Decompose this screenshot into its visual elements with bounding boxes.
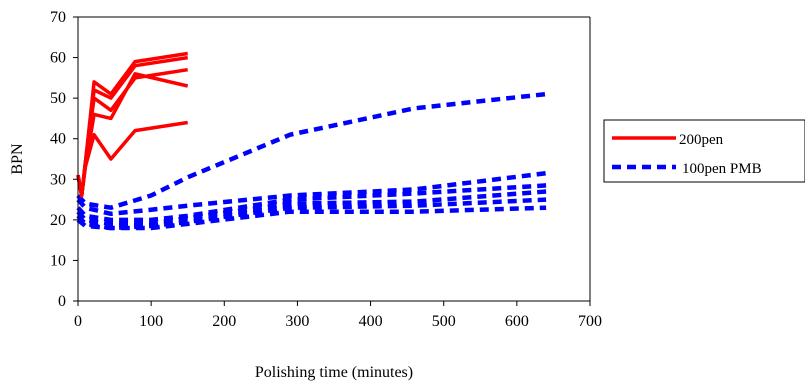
- y-tick-label: 30: [50, 171, 66, 188]
- x-tick-label: 600: [505, 313, 529, 330]
- series-line-100pen-pmb: [76, 197, 547, 231]
- series-line-100pen-pmb: [76, 183, 547, 223]
- plot-lines: [76, 51, 547, 231]
- x-tick-label: 200: [212, 313, 236, 330]
- axes: [77, 16, 591, 302]
- x-tick-label: 100: [139, 313, 163, 330]
- x-tick-label: 300: [285, 313, 309, 330]
- y-tick-label: 20: [50, 212, 66, 229]
- y-axis-label: BPN: [9, 143, 26, 175]
- series-line-200pen: [76, 51, 188, 198]
- y-tick-label: 40: [50, 131, 66, 148]
- x-tick-label: 700: [578, 313, 602, 330]
- series-line-100pen-pmb: [76, 170, 547, 217]
- ticks: 0 100 200 300 400 500 600 700 0 10 20 30 40 50 60 70: [50, 9, 602, 330]
- y-tick-label: 50: [50, 90, 66, 107]
- y-tick-label: 10: [50, 252, 66, 269]
- y-tick-label: 0: [58, 293, 66, 310]
- x-tick-label: 0: [74, 313, 82, 330]
- legend-label-100pen-pmb: 100pen PMB: [682, 161, 762, 177]
- series-line-100pen-pmb: [76, 91, 547, 210]
- legend-label-200pen: 200pen: [679, 132, 724, 148]
- x-axis-label: Polishing time (minutes): [255, 364, 413, 381]
- series-line-200pen: [76, 120, 188, 198]
- y-tick-label: 60: [50, 50, 66, 67]
- series-line-100pen-pmb: [76, 189, 547, 227]
- legend: 200pen 100pen PMB: [603, 119, 805, 183]
- legend-box: [603, 119, 805, 183]
- y-tick-label: 70: [50, 9, 66, 26]
- series-line-100pen-pmb: [76, 205, 547, 231]
- x-tick-label: 400: [359, 313, 383, 330]
- x-tick-label: 500: [432, 313, 456, 330]
